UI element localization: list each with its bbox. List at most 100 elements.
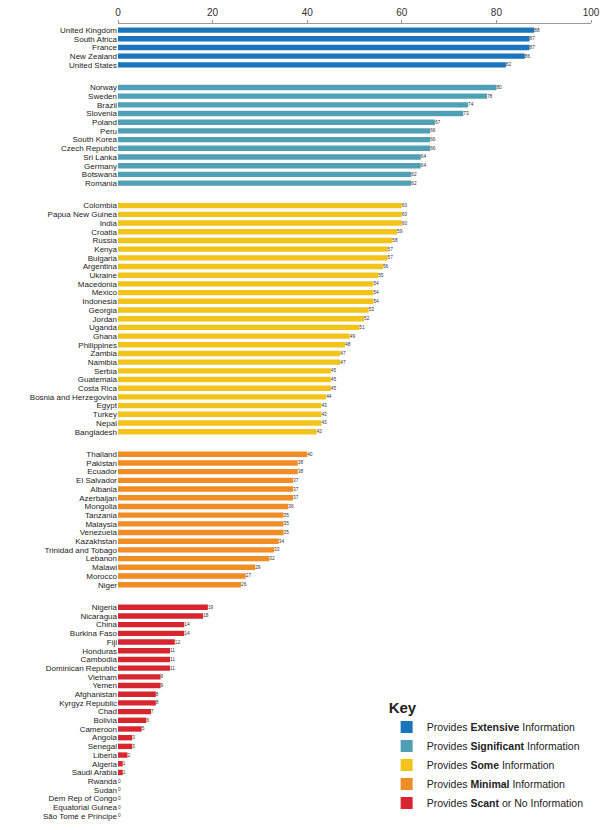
svg-text:74: 74 (468, 102, 474, 107)
svg-text:New Zealand: New Zealand (70, 52, 117, 61)
svg-text:Azerbaijan: Azerbaijan (79, 494, 117, 503)
svg-text:United Kingdom: United Kingdom (60, 26, 117, 35)
svg-text:Honduras: Honduras (82, 647, 117, 656)
svg-text:Dominican Republic: Dominican Republic (46, 664, 117, 673)
svg-text:80: 80 (496, 85, 502, 90)
svg-text:82: 82 (506, 62, 512, 67)
svg-text:Yemen: Yemen (92, 681, 117, 690)
svg-text:27: 27 (246, 573, 252, 578)
svg-text:54: 54 (373, 290, 379, 295)
svg-text:Liberia: Liberia (93, 751, 118, 760)
svg-text:33: 33 (274, 547, 280, 552)
svg-text:87: 87 (530, 45, 536, 50)
svg-text:35: 35 (284, 521, 290, 526)
svg-text:67: 67 (435, 120, 441, 125)
svg-text:44: 44 (326, 394, 332, 399)
svg-text:38: 38 (298, 469, 304, 474)
svg-text:0: 0 (118, 796, 121, 801)
svg-text:37: 37 (293, 495, 299, 500)
svg-text:Equatorial Guinea: Equatorial Guinea (53, 803, 118, 812)
svg-text:Colombia: Colombia (83, 201, 117, 210)
svg-text:47: 47 (340, 351, 346, 356)
svg-text:0: 0 (118, 805, 121, 810)
svg-text:Georgia: Georgia (89, 306, 118, 315)
svg-text:55: 55 (378, 273, 384, 278)
svg-text:Afghanistan: Afghanistan (75, 690, 117, 699)
svg-text:Botswana: Botswana (82, 170, 118, 179)
svg-text:Provides Extensive Information: Provides Extensive Information (427, 721, 575, 733)
svg-text:Nicaragua: Nicaragua (81, 612, 118, 621)
svg-text:Sri Lanka: Sri Lanka (83, 153, 117, 162)
svg-text:Norway: Norway (90, 83, 117, 92)
svg-text:64: 64 (421, 154, 427, 159)
svg-text:59: 59 (397, 229, 403, 234)
svg-text:Bulgaria: Bulgaria (88, 254, 118, 263)
svg-text:12: 12 (175, 640, 181, 645)
svg-text:2: 2 (127, 753, 130, 758)
svg-text:Kyrgyz Republic: Kyrgyz Republic (59, 699, 117, 708)
svg-text:Provides Scant or No Informati: Provides Scant or No Information (427, 797, 584, 809)
svg-text:Kazakhstan: Kazakhstan (75, 537, 117, 546)
svg-text:45: 45 (331, 368, 337, 373)
svg-text:South Africa: South Africa (74, 35, 118, 44)
svg-text:Chad: Chad (98, 707, 117, 716)
svg-text:57: 57 (388, 255, 394, 260)
svg-text:Provides Some Information: Provides Some Information (427, 759, 555, 771)
svg-text:62: 62 (411, 181, 417, 186)
svg-text:35: 35 (284, 530, 290, 535)
svg-text:Angola: Angola (92, 733, 117, 742)
svg-text:France: France (92, 43, 117, 52)
svg-text:43: 43 (321, 412, 327, 417)
svg-text:32: 32 (269, 556, 275, 561)
svg-text:Poland: Poland (92, 118, 117, 127)
svg-text:8: 8 (156, 692, 159, 697)
svg-text:19: 19 (208, 605, 214, 610)
svg-text:8: 8 (156, 700, 159, 705)
svg-text:43: 43 (321, 403, 327, 408)
svg-text:Cameroon: Cameroon (80, 725, 117, 734)
svg-text:Cambodia: Cambodia (81, 655, 118, 664)
svg-text:Egypt: Egypt (97, 401, 118, 410)
svg-text:South Korea: South Korea (73, 135, 118, 144)
svg-text:36: 36 (288, 504, 294, 509)
svg-text:Senegal: Senegal (88, 742, 118, 751)
svg-text:51: 51 (359, 325, 365, 330)
svg-text:7: 7 (151, 709, 154, 714)
svg-text:0: 0 (118, 779, 121, 784)
svg-text:Key: Key (389, 699, 417, 716)
svg-text:Sudan: Sudan (94, 786, 117, 795)
svg-text:66: 66 (430, 137, 436, 142)
svg-text:42: 42 (317, 429, 323, 434)
svg-text:60: 60 (402, 212, 408, 217)
svg-text:Trinidad and Tobago: Trinidad and Tobago (45, 546, 118, 555)
svg-text:0: 0 (118, 813, 121, 818)
svg-text:56: 56 (383, 264, 389, 269)
svg-text:45: 45 (331, 386, 337, 391)
svg-text:Morocco: Morocco (86, 572, 117, 581)
svg-text:Uganda: Uganda (89, 323, 118, 332)
svg-text:Albania: Albania (90, 485, 117, 494)
svg-text:Costa Rica: Costa Rica (78, 384, 118, 393)
svg-text:6: 6 (146, 718, 149, 723)
svg-text:Zambia: Zambia (90, 349, 117, 358)
svg-text:Bangladesh: Bangladesh (75, 427, 117, 436)
svg-text:Bosnia and Herzegovina: Bosnia and Herzegovina (30, 393, 118, 402)
svg-text:18: 18 (203, 613, 209, 618)
svg-text:78: 78 (487, 94, 493, 99)
svg-text:Nigeria: Nigeria (92, 603, 118, 612)
svg-text:Jordan: Jordan (93, 314, 117, 323)
svg-text:Ukraine: Ukraine (89, 271, 117, 280)
svg-text:Papua New Guinea: Papua New Guinea (48, 210, 118, 219)
svg-text:45: 45 (331, 377, 337, 382)
svg-text:Burkina Faso: Burkina Faso (70, 629, 118, 638)
svg-text:53: 53 (369, 307, 375, 312)
svg-text:Turkey: Turkey (93, 410, 117, 419)
svg-text:60: 60 (402, 221, 408, 226)
svg-text:60: 60 (396, 7, 408, 18)
svg-text:United States: United States (69, 61, 117, 70)
svg-text:Mexico: Mexico (92, 288, 118, 297)
svg-text:3: 3 (132, 744, 135, 749)
svg-text:11: 11 (170, 666, 175, 671)
svg-text:Slovenia: Slovenia (86, 109, 117, 118)
svg-text:49: 49 (350, 334, 356, 339)
